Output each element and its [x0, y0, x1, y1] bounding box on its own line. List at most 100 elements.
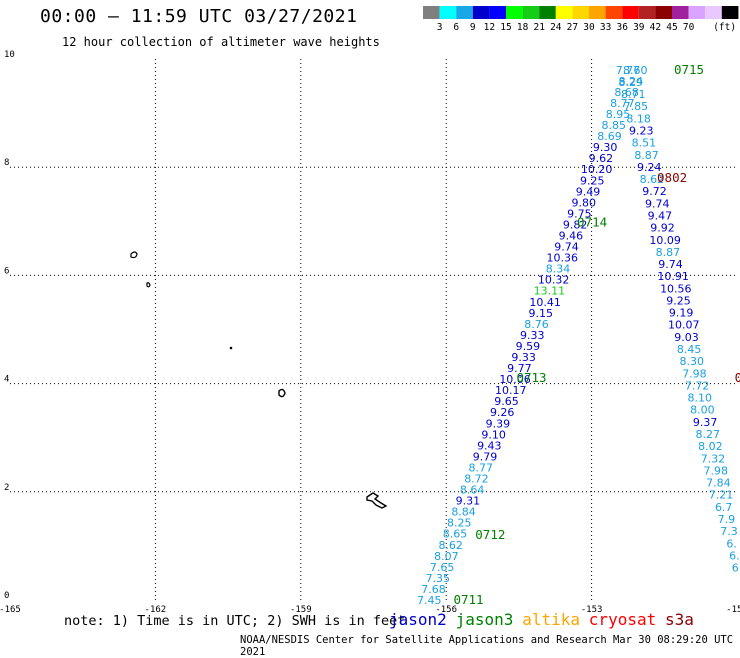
wave-height-value: 8.69: [597, 130, 622, 143]
wave-height-value: 13.11: [534, 285, 566, 298]
wave-height-value: 9.33: [511, 351, 536, 364]
wave-height-value: 6.7: [715, 501, 733, 514]
color-swatch: [439, 6, 457, 19]
wave-height-value: 9.39: [486, 417, 511, 430]
color-swatch: [472, 6, 490, 19]
island-outline: [130, 251, 138, 259]
wave-height-value: 8.60: [623, 64, 648, 77]
x-tick-label: -153: [581, 605, 603, 615]
wave-height-value: 8.25: [447, 517, 472, 530]
lat-lon-grid: -165 -162 -159 -156 -153 -150 0 2 4 6 8 10: [0, 50, 740, 615]
pass-time-label: 0711: [453, 592, 483, 607]
wave-height-value: 8.87: [634, 149, 659, 162]
color-legend-label: 3: [437, 22, 443, 33]
wave-height-value: 9.43: [477, 439, 502, 452]
color-swatch: [705, 6, 722, 19]
island-outline: [146, 282, 151, 288]
wave-height-value: 8.62: [438, 539, 463, 552]
color-swatch: [638, 6, 656, 19]
color-legend-label: 21: [533, 22, 545, 33]
wave-height-value: 8.72: [464, 473, 489, 486]
color-swatch: [555, 6, 573, 19]
color-swatch: [572, 6, 589, 19]
map-title: 00:00 – 11:59 UTC 03/27/2021: [40, 6, 358, 27]
wave-height-value: 8.18: [626, 112, 651, 125]
wave-height-value: 9.74: [645, 197, 670, 210]
y-tick-label: 0: [4, 591, 9, 601]
wave-height-value: 9.10: [481, 428, 506, 441]
wave-height-value: 9.82: [563, 218, 588, 231]
wave-height-value: 9.77: [507, 362, 532, 375]
map-note: note: 1) Time is in UTC; 2) SWH is in fe…: [64, 613, 406, 629]
satellite-legend-s3a: s3a: [665, 610, 694, 629]
wave-height-value: 10.91: [657, 270, 689, 283]
color-swatch: [423, 6, 440, 19]
pass-time-label: 0714: [577, 214, 607, 229]
wave-height-value: 8.00: [690, 404, 715, 417]
wave-height-value: 8.02: [698, 440, 723, 453]
color-legend-label: 6: [453, 22, 459, 33]
wave-height-value: 10.06: [499, 373, 531, 386]
color-swatch: [655, 6, 672, 19]
color-legend-label: 24: [550, 22, 562, 33]
wave-height-value: 9.33: [520, 329, 545, 342]
wave-height-value: 9.80: [571, 196, 596, 209]
y-tick-label: 10: [4, 50, 15, 60]
wave-height-value: 7.9: [718, 513, 736, 526]
x-tick-label: -159: [290, 605, 312, 615]
wave-height-value: 9.74: [658, 258, 683, 271]
wave-height-value: 9.19: [669, 307, 694, 320]
wave-height-value: 9.30: [593, 141, 618, 154]
y-tick-label: 6: [4, 266, 9, 276]
x-tick-label: -150: [726, 605, 740, 615]
wave-height-value: 7.77: [616, 64, 641, 77]
wave-height-value: 8.68: [614, 86, 639, 99]
wave-height-value: 8.07: [434, 550, 459, 563]
color-swatch: [506, 6, 523, 19]
credit-line: NOAA/NESDIS Center for Satellite Applica…: [240, 634, 734, 658]
color-legend-label: 30: [583, 22, 595, 33]
wave-height-value: 10.36: [547, 252, 579, 265]
color-swatch: [605, 6, 623, 19]
color-swatch: [688, 6, 706, 19]
wave-height-value: 9.62: [589, 152, 614, 165]
color-legend-label: 36: [616, 22, 628, 33]
wave-height-value: 9.49: [576, 185, 601, 198]
wave-height-value: 7.21: [709, 489, 734, 502]
wave-height-value: 8.77: [610, 97, 635, 110]
wave-height-value: 8.45: [677, 343, 702, 356]
wave-height-value: 9.24: [637, 161, 662, 174]
wave-height-value: 9.47: [648, 209, 673, 222]
wave-height-value: 7.72: [685, 379, 710, 392]
wave-height-value: 9.79: [473, 450, 498, 463]
wave-height-value: 8.29: [618, 76, 643, 89]
wave-height-value: 8.77: [468, 461, 493, 474]
wave-height-value: 9.25: [666, 294, 691, 307]
y-tick-label: 2: [4, 483, 9, 493]
color-legend-label: 9: [470, 22, 476, 33]
color-swatch: [456, 6, 473, 19]
wave-height-value: 10.07: [668, 319, 700, 332]
wave-height-value: 8.24: [619, 75, 644, 88]
x-tick-label: -162: [145, 605, 167, 615]
color-legend-label: 45: [666, 22, 677, 33]
wave-height-value: 9.72: [642, 185, 667, 198]
wave-height-value: 8.85: [602, 119, 627, 132]
color-legend-label: 70: [683, 22, 695, 33]
wave-height-value: 8.95: [606, 108, 631, 121]
pass-time-label: 0: [735, 370, 740, 385]
wave-height-value: 8.84: [451, 506, 476, 519]
color-swatch: [721, 6, 739, 19]
wave-height-value: 7.85: [624, 100, 649, 113]
color-legend-label: 18: [517, 22, 529, 33]
color-swatch: [589, 6, 606, 19]
wave-height-value: 8.30: [680, 355, 705, 368]
wave-height-value: 6.: [729, 549, 740, 562]
wave-height-value: 9.26: [490, 406, 515, 419]
satellite-legend-altika: altika: [522, 610, 580, 629]
island-outline: [229, 346, 233, 350]
wave-height-value: 9.31: [456, 495, 481, 508]
wave-height-value: 8.64: [460, 484, 485, 497]
wave-height-value: 8.62: [640, 173, 665, 186]
